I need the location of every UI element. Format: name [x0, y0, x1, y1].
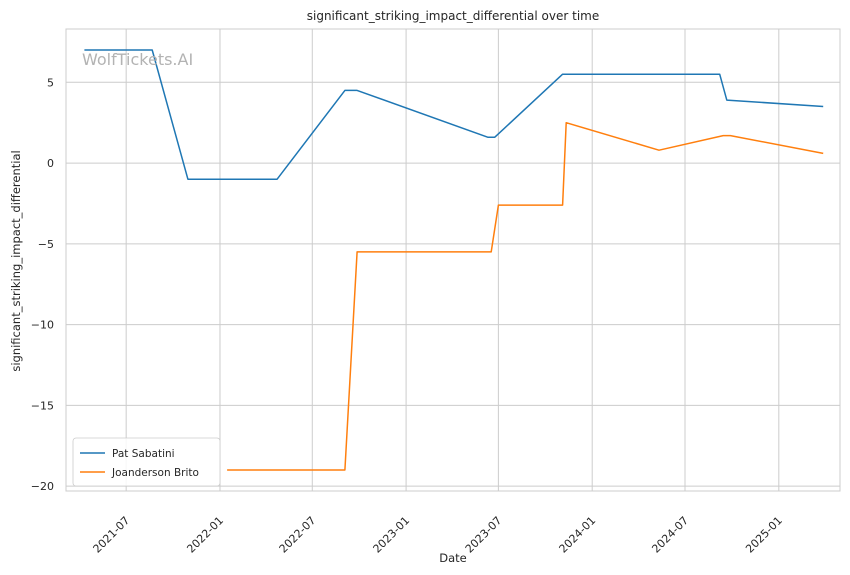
- plot-frame: [65, 28, 841, 492]
- y-tick-label: −5: [38, 238, 54, 251]
- y-tick-label: −20: [31, 480, 54, 493]
- series-line-pat-sabatini: [84, 49, 824, 180]
- y-axis-title: significant_striking_impact_differential: [9, 150, 23, 371]
- y-tick-labels: −20 −15 −10 −5 0 5: [31, 76, 54, 493]
- legend-label-pat-sabatini: Pat Sabatini: [112, 448, 175, 460]
- plot-series: [84, 49, 824, 471]
- y-tick-label: 5: [47, 76, 54, 89]
- y-tick-label: −15: [31, 399, 54, 412]
- legend-box: [72, 437, 221, 487]
- watermark-text: WolfTickets.AI: [82, 50, 193, 69]
- x-axis-title: Date: [439, 551, 467, 565]
- series-line-joanderson-brito: [227, 121, 824, 471]
- legend-label-joanderson-brito: Joanderson Brito: [111, 467, 199, 479]
- legend: Pat Sabatini Joanderson Brito: [72, 437, 221, 487]
- chart-title: significant_striking_impact_differential…: [307, 9, 599, 23]
- y-tick-label: 0: [47, 157, 54, 170]
- y-tick-label: −10: [31, 319, 54, 332]
